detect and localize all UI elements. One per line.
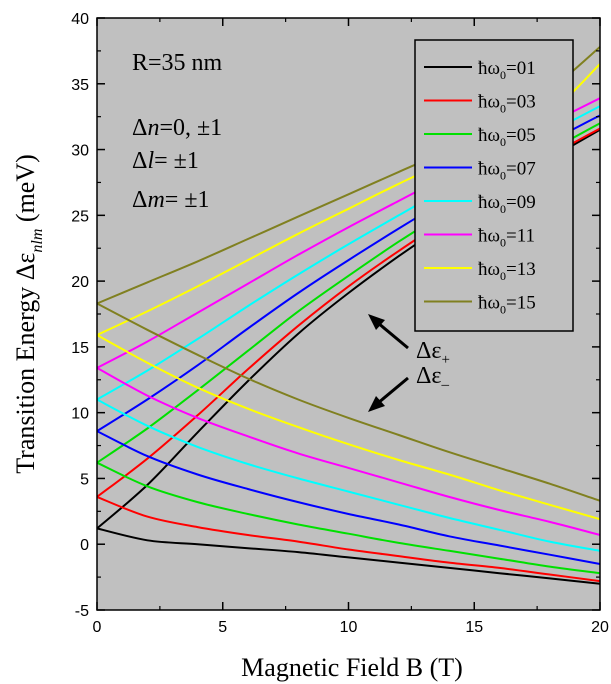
legend-label: ħω0=07 [478, 159, 536, 183]
legend-label: ħω0=05 [478, 125, 536, 149]
x-tick-label: 10 [340, 619, 358, 636]
y-axis-title: Transition Energy Δεnlm (meV) [11, 154, 46, 474]
y-tick-label: 25 [71, 208, 89, 225]
x-tick-label: 20 [591, 619, 609, 636]
series-2-lower-line [96, 495, 601, 583]
series-7-lower-line [96, 334, 601, 521]
series-6-lower-line [96, 367, 601, 536]
y-tick-label: 40 [71, 11, 89, 28]
y-tick-label: 10 [71, 406, 89, 423]
series-8-lower-line [96, 302, 601, 502]
legend-label: ħω0=09 [478, 192, 536, 216]
y-tick-label: -5 [75, 603, 89, 620]
y-tick-label: 5 [80, 471, 89, 488]
legend: ħω0=01 ħω0=03 ħω0=05 ħω0=07 ħω0=09 ħω0=11 ħω0=… [414, 39, 574, 332]
legend-label: ħω0=03 [478, 92, 536, 116]
eps-minus-arrow [368, 376, 409, 412]
x-tick-label: 5 [218, 619, 227, 636]
y-tick-label: 0 [80, 537, 89, 554]
series-5-lower-line [96, 398, 601, 552]
y-tick-label: 30 [71, 143, 89, 160]
x-tick-label: 0 [93, 619, 102, 636]
delta-l-annotation: Δl= ±1 [132, 148, 199, 174]
x-tick-label: 15 [465, 619, 483, 636]
eps-plus-label: Δε+ [416, 338, 450, 368]
legend-label: ħω0=11 [478, 226, 535, 250]
x-axis-title: Magnetic Field B (T) [241, 653, 463, 682]
delta-n-annotation: Δn=0, ±1 [132, 115, 222, 141]
legend-label: ħω0=01 [478, 58, 536, 82]
radius-annotation: R=35 nm [132, 50, 223, 76]
eps-minus-label: Δε– [416, 363, 450, 393]
series-4-lower-line [96, 430, 601, 565]
series-1-lower-line [96, 527, 601, 585]
series-3-lower-line [96, 461, 601, 575]
legend-box [414, 39, 574, 332]
y-tick-label: 20 [71, 274, 89, 291]
y-tick-label: 15 [71, 340, 89, 357]
y-tick-label: 35 [71, 77, 89, 94]
delta-m-annotation: Δm= ±1 [132, 187, 210, 213]
eps-plus-arrow [368, 314, 409, 350]
legend-label: ħω0=13 [478, 259, 536, 283]
legend-label: ħω0=15 [478, 293, 536, 317]
